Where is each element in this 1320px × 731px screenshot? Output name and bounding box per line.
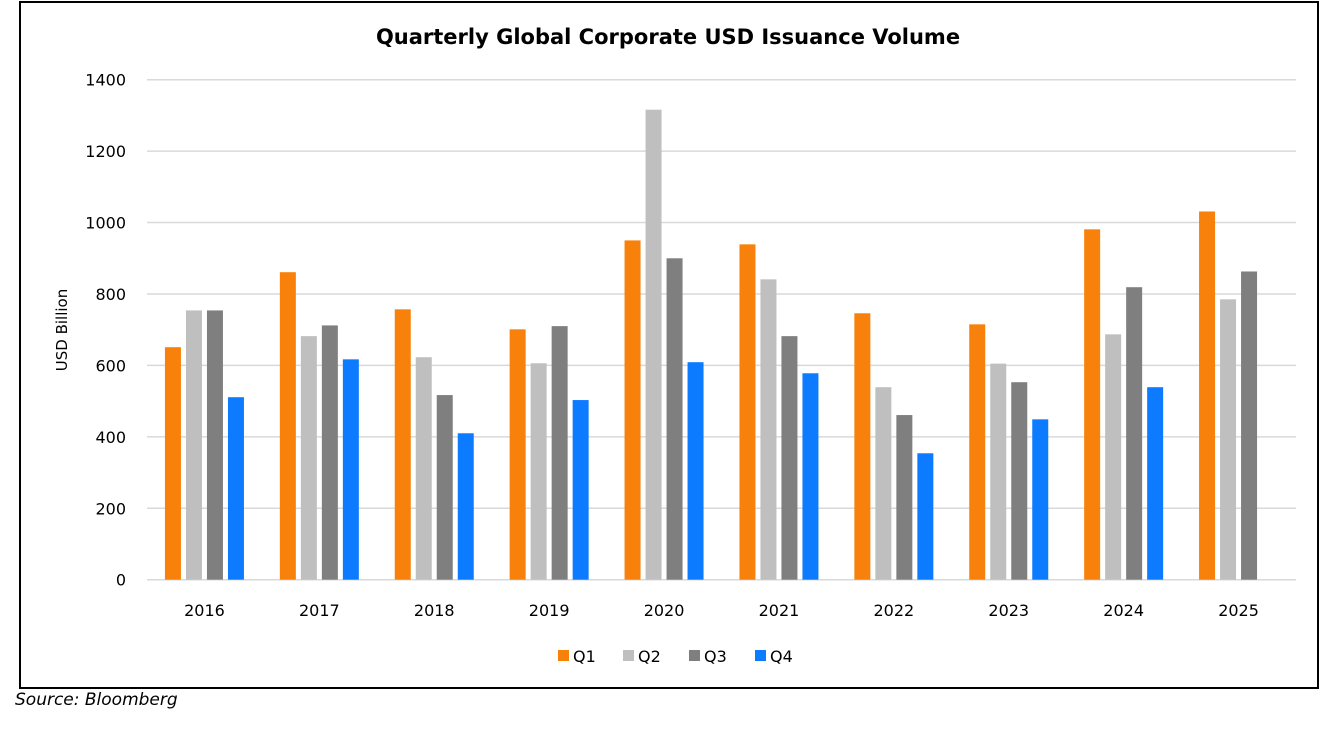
bar-2018-Q4 bbox=[457, 433, 474, 580]
legend-label-Q4: Q4 bbox=[770, 647, 793, 666]
source-note: Source: Bloomberg bbox=[15, 690, 178, 710]
x-tick-label: 2025 bbox=[1218, 601, 1259, 620]
y-tick-label: 800 bbox=[95, 285, 126, 304]
bar-2020-Q2 bbox=[645, 109, 662, 580]
bar-2019-Q1 bbox=[509, 329, 526, 580]
x-tick-label: 2020 bbox=[644, 601, 685, 620]
bar-2018-Q3 bbox=[436, 395, 453, 580]
gridlines bbox=[147, 78, 1296, 581]
bar-2017-Q4 bbox=[342, 359, 359, 580]
x-tick-label: 2017 bbox=[299, 601, 340, 620]
legend-swatch-Q1 bbox=[558, 650, 569, 661]
legend-swatch-Q3 bbox=[689, 650, 700, 661]
y-axis-label: USD Billion bbox=[53, 289, 71, 371]
bar-2019-Q2 bbox=[530, 363, 547, 580]
bar-2024-Q1 bbox=[1084, 229, 1101, 580]
bar-2020-Q1 bbox=[624, 240, 641, 580]
bar-2024-Q3 bbox=[1126, 287, 1143, 580]
bar-2017-Q1 bbox=[279, 272, 296, 580]
bar-2017-Q3 bbox=[321, 325, 338, 580]
x-tick-label: 2022 bbox=[873, 601, 914, 620]
bar-2016-Q2 bbox=[185, 310, 202, 580]
y-axis-ticks: 0 200 400 600 800 1000 1200 1400 bbox=[85, 71, 126, 590]
bar-2022-Q1 bbox=[854, 313, 871, 580]
bar-chart: Quarterly Global Corporate USD Issuance … bbox=[53, 25, 1296, 666]
y-tick-label: 600 bbox=[95, 356, 126, 375]
legend-swatch-Q2 bbox=[623, 650, 634, 661]
bar-2016-Q3 bbox=[206, 310, 223, 580]
bar-2021-Q3 bbox=[781, 336, 798, 580]
bar-2021-Q4 bbox=[802, 373, 819, 580]
bar-2018-Q2 bbox=[415, 357, 432, 580]
chart-frame bbox=[19, 1, 1319, 689]
legend-label-Q1: Q1 bbox=[573, 647, 596, 666]
bar-2025-Q3 bbox=[1241, 271, 1258, 580]
bar-2021-Q1 bbox=[739, 244, 756, 580]
y-tick-label: 1200 bbox=[85, 142, 126, 161]
bar-2019-Q4 bbox=[572, 400, 589, 580]
y-tick-label: 1000 bbox=[85, 214, 126, 233]
legend-label-Q3: Q3 bbox=[704, 647, 727, 666]
x-tick-label: 2019 bbox=[529, 601, 570, 620]
bar-2016-Q1 bbox=[164, 347, 181, 580]
bar-2024-Q2 bbox=[1105, 334, 1122, 580]
bar-2021-Q2 bbox=[760, 279, 777, 580]
bar-2016-Q4 bbox=[227, 397, 244, 580]
y-tick-label: 400 bbox=[95, 428, 126, 447]
y-tick-label: 0 bbox=[116, 571, 126, 590]
bar-2025-Q2 bbox=[1220, 299, 1237, 580]
bar-2020-Q4 bbox=[687, 362, 704, 580]
legend: Q1 Q2 Q3 Q4 bbox=[558, 647, 793, 666]
bar-2022-Q4 bbox=[917, 453, 934, 580]
bar-2017-Q2 bbox=[300, 336, 317, 580]
bar-2024-Q4 bbox=[1147, 387, 1164, 580]
bars bbox=[164, 109, 1258, 580]
chart-title: Quarterly Global Corporate USD Issuance … bbox=[376, 25, 960, 49]
bar-2023-Q3 bbox=[1011, 382, 1028, 580]
bar-2023-Q1 bbox=[969, 324, 986, 580]
x-tick-label: 2016 bbox=[184, 601, 225, 620]
bar-2018-Q1 bbox=[394, 309, 411, 580]
bar-2022-Q3 bbox=[896, 415, 913, 580]
bar-2019-Q3 bbox=[551, 326, 568, 580]
bar-2022-Q2 bbox=[875, 387, 892, 580]
legend-swatch-Q4 bbox=[755, 650, 766, 661]
x-tick-label: 2018 bbox=[414, 601, 455, 620]
legend-label-Q2: Q2 bbox=[638, 647, 661, 666]
bar-2023-Q4 bbox=[1032, 419, 1049, 580]
y-tick-label: 200 bbox=[95, 499, 126, 518]
x-axis-ticks: 2016 2017 2018 2019 2020 2021 2022 2023 2024 2025 bbox=[184, 601, 1259, 620]
bar-2023-Q2 bbox=[990, 363, 1007, 580]
bar-2025-Q1 bbox=[1199, 211, 1216, 580]
bar-2020-Q3 bbox=[666, 258, 683, 580]
x-tick-label: 2024 bbox=[1103, 601, 1144, 620]
x-tick-label: 2021 bbox=[759, 601, 800, 620]
x-tick-label: 2023 bbox=[988, 601, 1029, 620]
y-tick-label: 1400 bbox=[85, 71, 126, 90]
